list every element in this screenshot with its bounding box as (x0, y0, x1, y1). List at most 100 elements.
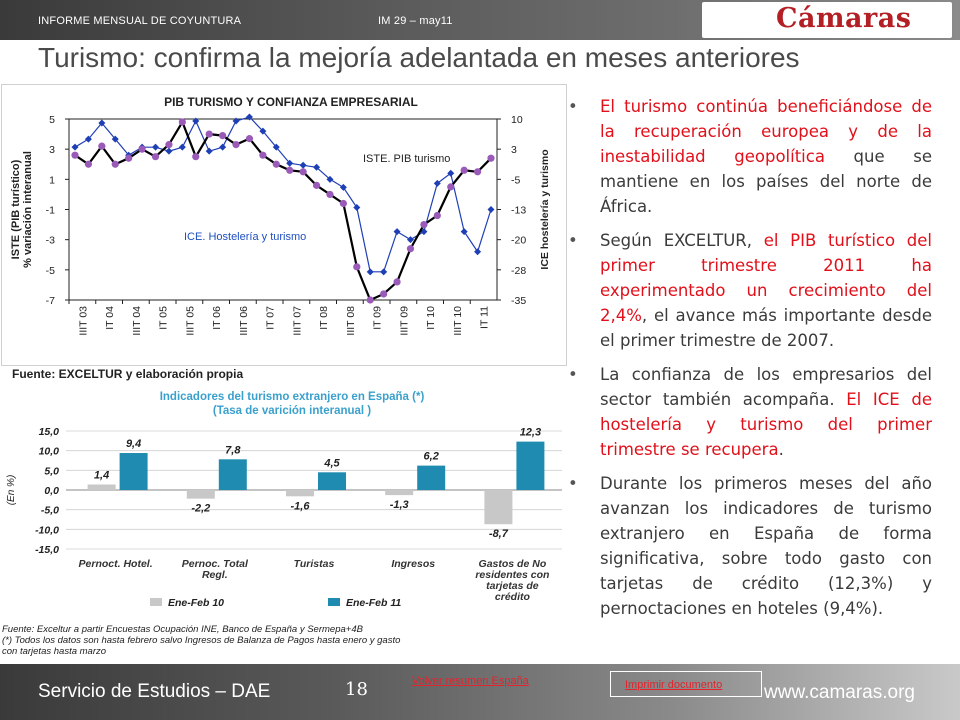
y-left-title-line2: % variación interanual (22, 151, 34, 268)
chart2-title: Indicadores del turismo extranjero en Es… (160, 391, 425, 403)
chart2-y-tick-label: 5,0 (44, 465, 59, 477)
bullet-text: La confianza de los empresarios del sect… (600, 365, 932, 409)
chart2-y-tick-label: -15,0 (35, 544, 59, 556)
bar-value-label: 6,2 (424, 451, 439, 463)
iste-data-point (192, 153, 200, 161)
chart2-y-tick-label: 10,0 (39, 446, 60, 458)
y-left-tick-label: -3 (46, 235, 55, 247)
y-left-tick-label: -5 (46, 265, 55, 277)
iste-data-point (312, 181, 321, 189)
ice-data-point (313, 163, 321, 171)
x-tick-label: IT 09 (372, 306, 384, 330)
x-tick-label-group: IIIT 05 (184, 306, 196, 336)
ice-data-point (286, 159, 294, 167)
chart2-note-line: (*) Todos los datos son hasta febrero sa… (2, 635, 401, 646)
x-tick-label: IIIT 10 (452, 306, 464, 336)
footer-bar: Servicio de Estudios – DAE 18 Volver res… (0, 664, 960, 720)
bullet-marker: • (568, 474, 578, 493)
bar-value-label: -8,7 (489, 528, 509, 540)
iste-data-point (205, 130, 213, 138)
y-left-title: ISTE (PIB turístico)% variación interanu… (10, 151, 34, 268)
category-label: Pernoc. Total (182, 558, 249, 570)
ice-data-point (232, 117, 240, 125)
iste-data-point (178, 118, 186, 126)
ice-data-point (178, 143, 186, 151)
footer-department: Servicio de Estudios – DAE (38, 681, 271, 702)
ice-data-point (339, 183, 347, 191)
iste-data-point (380, 290, 388, 298)
chart2-y-tick-label: -10,0 (35, 524, 59, 536)
bar-ene-feb-11 (516, 441, 545, 490)
y-right-tick-label: -13 (511, 205, 526, 217)
iste-data-point (259, 151, 267, 159)
ice-data-point (111, 135, 119, 143)
bullet-text: , el avance más importante desde el prim… (600, 306, 932, 350)
page-number: 18 (345, 679, 368, 700)
iste-data-point (487, 154, 495, 162)
y-left-tick-label: -1 (46, 205, 55, 217)
ice-data-point (406, 236, 414, 244)
legend-label: Ene-Feb 10 (168, 597, 224, 609)
ice-data-point (245, 113, 253, 121)
bar-ene-feb-10 (286, 490, 314, 497)
ice-data-point (84, 135, 92, 143)
camaras-logo: Cámaras (702, 2, 952, 38)
y-right-tick-label: 3 (511, 144, 517, 156)
iste-data-point (272, 160, 280, 168)
iste-data-point (71, 151, 79, 159)
bar-ene-feb-10 (186, 490, 215, 499)
category-label: Regl. (202, 569, 228, 581)
y-left-title-line1: ISTE (PIB turístico) (10, 159, 22, 259)
iste-series-label: ISTE. PIB turismo (363, 153, 450, 165)
ice-data-point (353, 203, 361, 211)
chart1-source: Fuente: EXCELTUR y elaboración propia (12, 367, 244, 381)
iste-data-point (84, 160, 93, 168)
x-tick-label-group: IT 06 (211, 306, 223, 330)
ice-data-point (326, 175, 334, 183)
legend-swatch (150, 598, 162, 606)
print-document-label: Imprimir documento (625, 679, 723, 691)
y-right-title: ICE hostelería y turismo (539, 149, 551, 269)
legend-swatch (328, 598, 340, 606)
y-left-tick-label: -7 (46, 295, 55, 307)
x-tick-label-group: IT 04 (104, 306, 116, 330)
report-name: INFORME MENSUAL DE COYUNTURA (38, 15, 242, 27)
print-document-button[interactable]: Imprimir documento (610, 671, 762, 697)
pib-turismo-chart: PIB TURISMO Y CONFIANZA EMPRESARIAL 5 3 1 -1… (1, 84, 567, 366)
back-to-summary-link[interactable]: Volver resumen España (412, 675, 529, 687)
bullet-highlight-text: El ICE de hostelería y turismo del prime… (600, 390, 932, 459)
ice-data-point (98, 119, 106, 127)
bar-value-label: 1,4 (94, 469, 109, 481)
chart2-y-tick-label: -5,0 (41, 505, 59, 517)
bar-value-label: 12,3 (520, 427, 541, 439)
x-tick-label: IIIT 03 (77, 306, 89, 336)
iste-data-point (447, 183, 455, 191)
ice-data-point (259, 127, 267, 135)
x-tick-label-group: IT 07 (265, 306, 277, 330)
bullet-text: Durante los primeros meses del año avanz… (600, 474, 932, 618)
category-label: tarjetas de (486, 580, 539, 592)
iste-data-point (393, 278, 401, 286)
category-label: Turistas (294, 558, 335, 570)
y-right-title-text: ICE hostelería y turismo (539, 149, 551, 269)
category-label: Ingresos (391, 558, 435, 570)
iste-data-point (165, 141, 173, 149)
x-tick-label-group: IIIT 09 (398, 306, 410, 336)
bullet-text: que se mantiene en los países del norte … (600, 147, 932, 216)
ice-data-point (460, 228, 468, 236)
iste-data-point (326, 190, 334, 199)
tourism-indicators-chart: Indicadores del turismo extranjero en Es… (6, 391, 562, 609)
chart2-y-title-text: (En %) (6, 475, 17, 506)
category-label: Gastos de No (479, 558, 547, 570)
ice-data-point (192, 117, 200, 125)
chart2-note-line: Fuente: Exceltur a partir Encuestas Ocup… (2, 624, 363, 635)
ice-data-point (433, 179, 441, 187)
website-url: www.camaras.org (764, 682, 915, 703)
bar-ene-feb-10 (484, 490, 513, 525)
x-tick-label-group: IIIT 07 (291, 306, 303, 336)
bar-value-label: 4,5 (323, 457, 340, 469)
bar-ene-feb-11 (318, 472, 346, 490)
iste-data-point (433, 211, 441, 220)
ice-data-point (474, 248, 482, 256)
ice-series-label: ICE. Hostelería y turismo (184, 231, 306, 243)
